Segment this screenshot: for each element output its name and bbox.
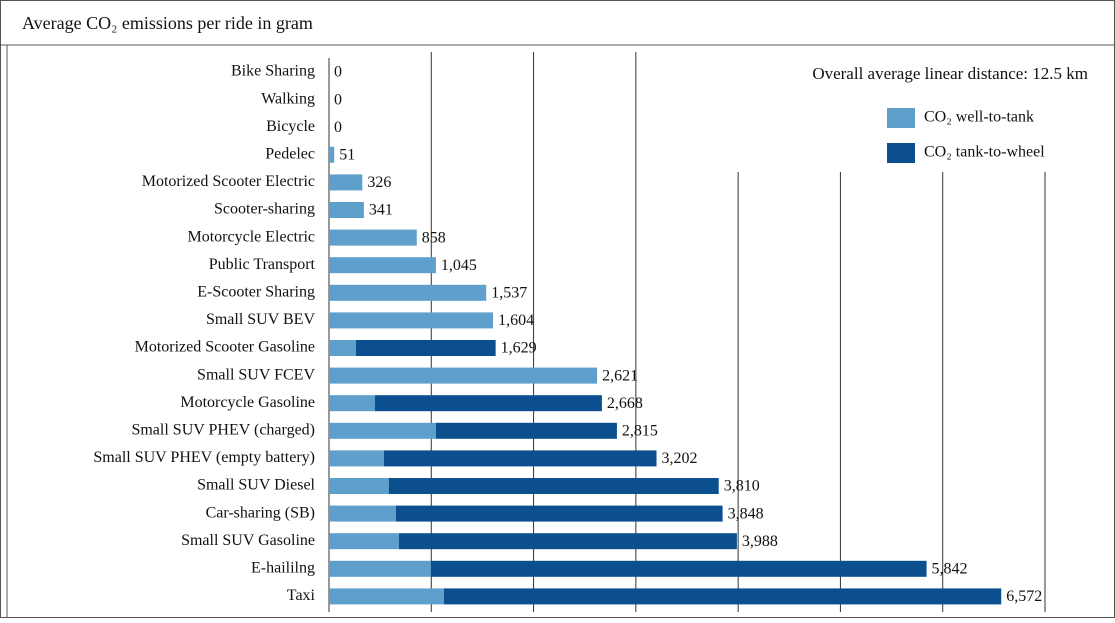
total-label: 2,621: [602, 367, 638, 384]
total-label: 0: [334, 64, 342, 81]
bar-segment: [356, 340, 496, 356]
y-tick-label: Small SUV Diesel: [197, 477, 315, 494]
bar-segment: [329, 560, 431, 577]
total-label: 6,572: [1006, 588, 1042, 605]
y-tick-label: Small SUV BEV: [206, 311, 316, 328]
y-tick-label: Small SUV Gasoline: [181, 532, 315, 549]
total-label: 0: [334, 91, 342, 108]
chart-title: Average CO₂ emissions per ride in gram: [22, 13, 313, 33]
total-label: 3,848: [728, 505, 764, 522]
total-label: 1,604: [498, 312, 534, 329]
total-label: 0: [334, 119, 342, 136]
y-tick-label: Motorized Scooter Electric: [142, 173, 315, 190]
bar-segment: [329, 533, 399, 550]
total-label: 341: [369, 202, 393, 219]
y-tick-label: Car-sharing (SB): [206, 504, 315, 521]
bar-segment: [329, 202, 364, 218]
y-tick-label: Bicycle: [266, 118, 315, 135]
y-tick-label: Scooter-sharing: [214, 201, 315, 218]
y-tick-label: Small SUV FCEV: [197, 366, 315, 383]
total-label: 3,810: [724, 478, 760, 495]
bar-segment: [383, 450, 657, 467]
bar-segment: [374, 395, 602, 412]
total-label: 1,537: [491, 284, 527, 301]
bar-segment: [329, 588, 444, 605]
bar-segment: [398, 533, 737, 550]
y-tick-label: Small SUV PHEV (empty battery): [93, 449, 315, 466]
bar-segment: [329, 312, 494, 329]
y-tick-label: E-Scooter Sharing: [197, 283, 315, 300]
total-label: 326: [367, 174, 391, 191]
y-tick-label: Walking: [261, 90, 315, 107]
annotation: Overall average linear distance: 12.5 km: [812, 64, 1088, 83]
total-label: 858: [422, 229, 446, 246]
bar-segment: [329, 146, 335, 163]
y-tick-label: Motorized Scooter Gasoline: [135, 339, 315, 356]
bar-segment: [329, 284, 487, 301]
legend-label: CO₂ tank-to-wheel: [924, 144, 1045, 161]
bar-segment: [430, 560, 927, 577]
total-label: 2,815: [622, 422, 658, 439]
bar-segment: [329, 174, 363, 191]
y-tick-label: Small SUV PHEV (charged): [131, 421, 315, 438]
y-tick-label: Motorcycle Electric: [188, 228, 316, 245]
bar-segment: [329, 505, 396, 522]
total-label: 1,629: [501, 340, 537, 357]
legend-swatch: [887, 143, 915, 163]
total-label: 5,842: [932, 560, 968, 577]
bar-segment: [395, 505, 723, 522]
total-label: 3,202: [662, 450, 698, 467]
y-tick-label: Public Transport: [209, 256, 316, 273]
bar-segment: [443, 588, 1002, 605]
y-tick-label: E-haililng: [251, 559, 315, 576]
bar-segment: [329, 422, 436, 439]
total-label: 2,668: [607, 395, 643, 412]
y-tick-label: Pedelec: [265, 145, 315, 162]
total-label: 3,988: [742, 533, 778, 550]
bar-segment: [388, 478, 719, 494]
bar-segment: [329, 395, 375, 412]
total-label: 1,045: [441, 257, 477, 274]
bar-segment: [329, 367, 598, 384]
bar-segment: [329, 450, 384, 467]
bar-segment: [329, 229, 417, 246]
bar-segment: [329, 257, 436, 274]
y-tick-label: Motorcycle Gasoline: [180, 394, 315, 411]
y-tick-label: Bike Sharing: [231, 63, 315, 80]
y-tick-label: Taxi: [287, 587, 316, 604]
bar-segment: [329, 478, 389, 494]
bar-segment: [329, 340, 357, 356]
total-label: 51: [339, 146, 355, 163]
bar-segment: [435, 422, 617, 439]
legend-swatch: [887, 108, 915, 128]
legend-label: CO₂ well-to-tank: [924, 109, 1034, 126]
